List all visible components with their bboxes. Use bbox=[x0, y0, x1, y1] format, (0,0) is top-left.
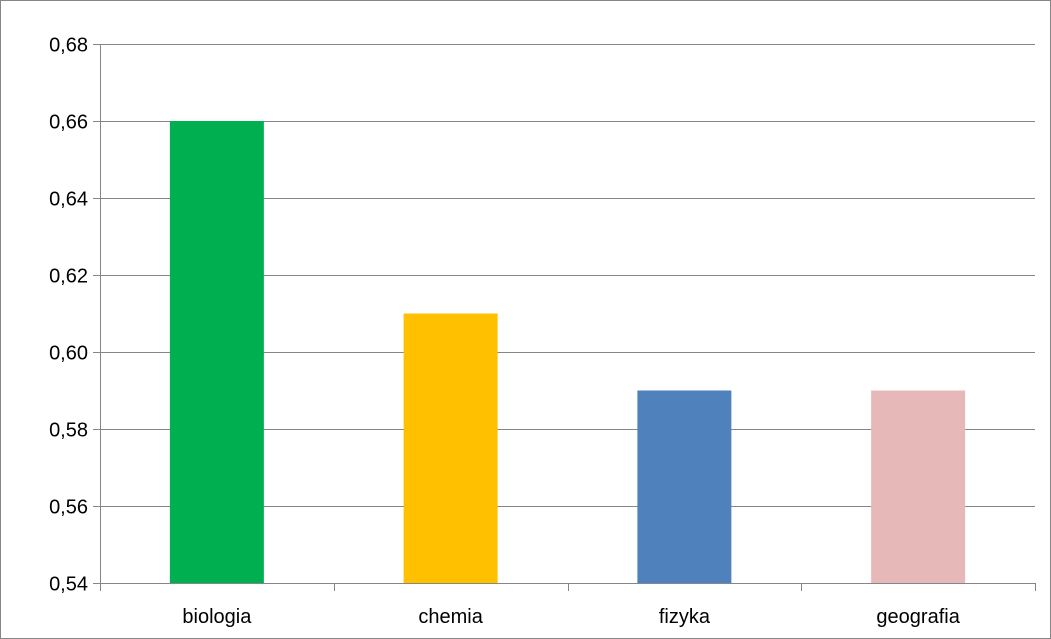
y-tick-label: 0,58 bbox=[49, 420, 88, 442]
y-tick-label: 0,66 bbox=[49, 112, 88, 134]
y-tick-label: 0,64 bbox=[49, 189, 88, 211]
x-tick-label: fizyka bbox=[659, 606, 711, 628]
x-tick-label: biologia bbox=[182, 606, 252, 628]
x-tick-label: geografia bbox=[876, 606, 960, 628]
bar-fizyka bbox=[637, 390, 732, 583]
x-tick-label: chemia bbox=[418, 606, 483, 628]
bar-chemia bbox=[403, 313, 498, 583]
bar-biologia bbox=[169, 121, 264, 583]
bar-geografia bbox=[871, 390, 966, 583]
y-tick-label: 0,54 bbox=[49, 574, 88, 596]
y-tick-label: 0,68 bbox=[49, 35, 88, 57]
y-tick-label: 0,62 bbox=[49, 266, 88, 288]
y-tick-label: 0,60 bbox=[49, 343, 88, 365]
y-tick-label: 0,56 bbox=[49, 497, 88, 519]
